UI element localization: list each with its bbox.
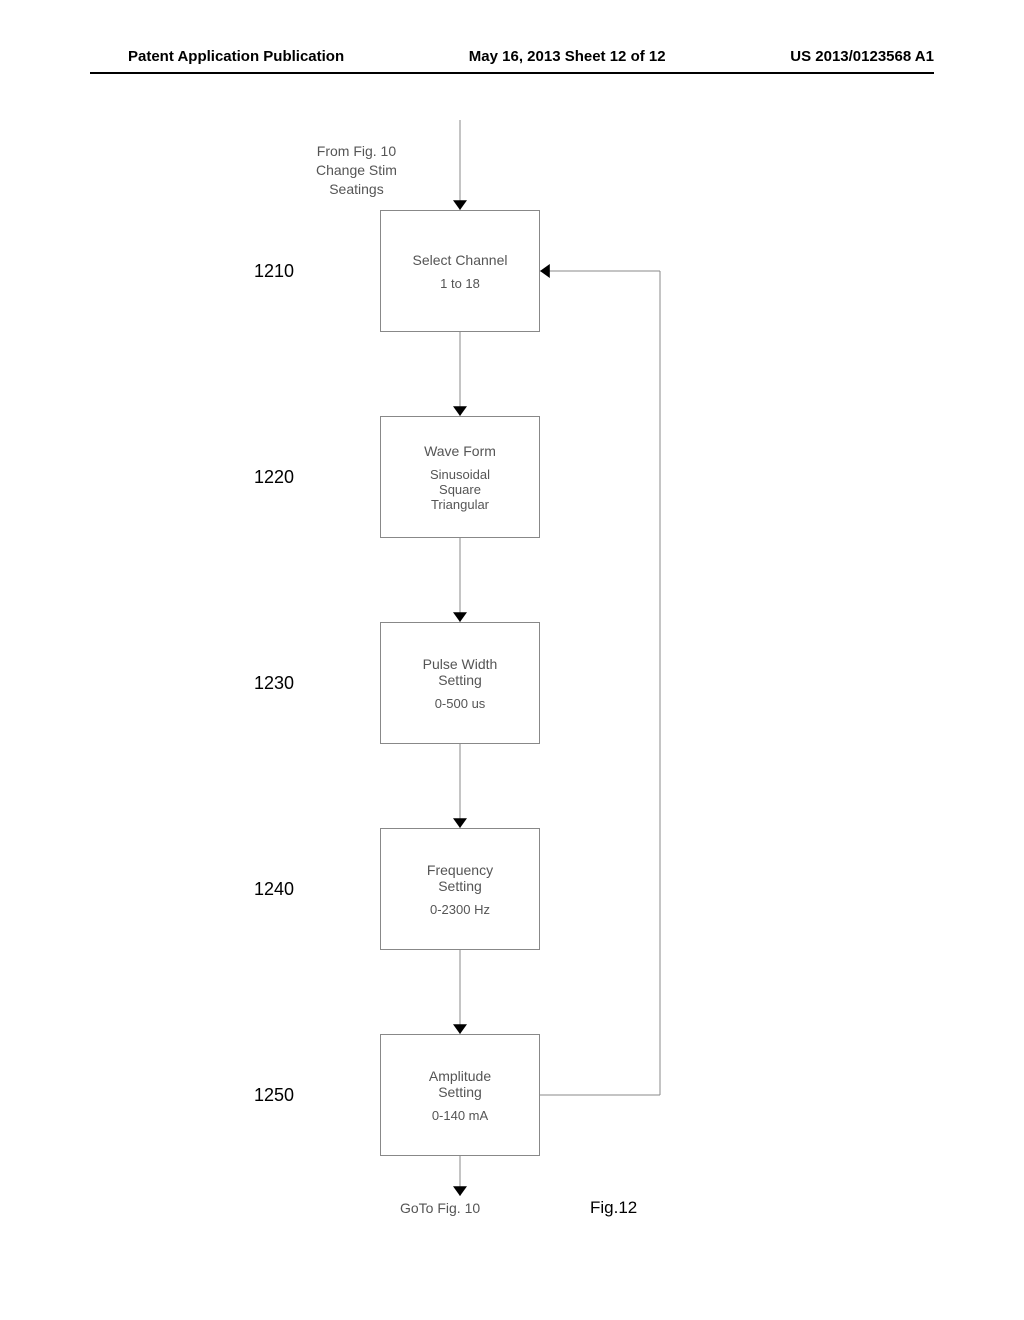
box-title: Select Channel [413,252,508,268]
figure-label: Fig.12 [590,1198,637,1218]
box-reference-number: 1250 [254,1085,294,1106]
flowchart-box: Wave Form SinusoidalSquareTriangular [380,416,540,538]
flowchart: From Fig. 10Change StimSeatings GoTo Fig… [0,120,1024,1300]
goto-label: GoTo Fig. 10 [400,1200,480,1216]
box-reference-number: 1210 [254,261,294,282]
box-subtitle: 1 to 18 [440,276,480,291]
box-reference-number: 1220 [254,467,294,488]
flowchart-box: Pulse WidthSetting 0-500 us [380,622,540,744]
entry-label: From Fig. 10Change StimSeatings [316,142,397,199]
flowchart-box: Select Channel 1 to 18 [380,210,540,332]
box-title: FrequencySetting [427,862,493,894]
header-left: Patent Application Publication [128,48,344,65]
page-header: Patent Application Publication May 16, 2… [0,48,1024,65]
box-reference-number: 1240 [254,879,294,900]
box-subtitle: SinusoidalSquareTriangular [430,467,490,512]
flowchart-box: AmplitudeSetting 0-140 mA [380,1034,540,1156]
header-rule [90,72,934,74]
box-title: AmplitudeSetting [429,1068,491,1100]
box-title: Pulse WidthSetting [423,656,498,688]
box-subtitle: 0-500 us [435,696,486,711]
flowchart-box: FrequencySetting 0-2300 Hz [380,828,540,950]
header-center: May 16, 2013 Sheet 12 of 12 [469,48,666,65]
box-title: Wave Form [424,443,496,459]
box-reference-number: 1230 [254,673,294,694]
header-right: US 2013/0123568 A1 [790,48,934,65]
box-subtitle: 0-140 mA [432,1108,488,1123]
box-subtitle: 0-2300 Hz [430,902,490,917]
